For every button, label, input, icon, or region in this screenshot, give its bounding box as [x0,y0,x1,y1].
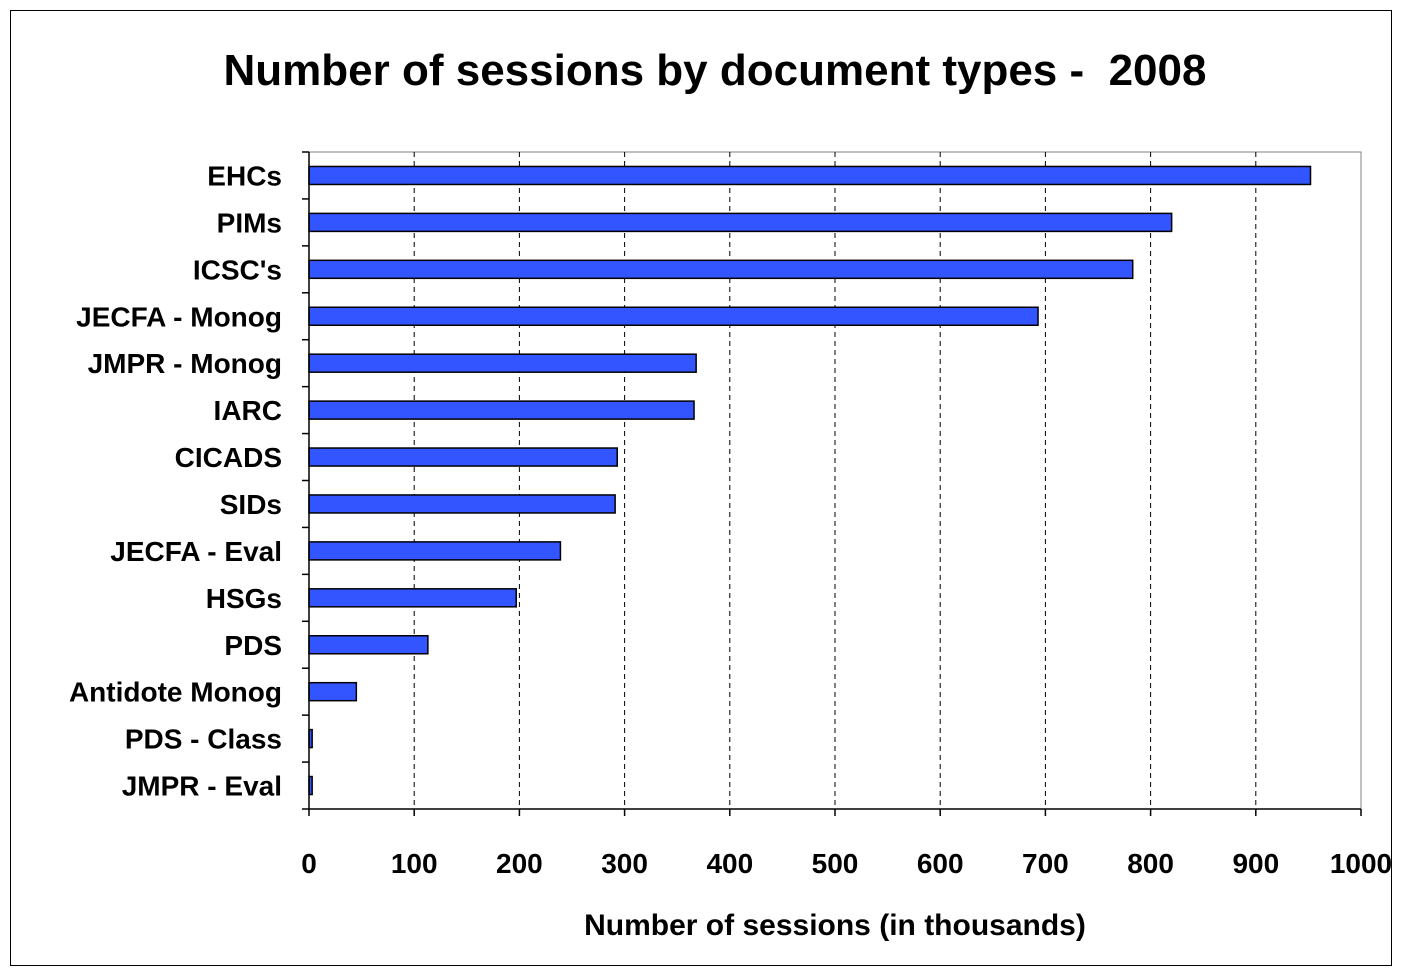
x-tick-label: 500 [812,848,859,879]
category-label: JECFA - Monog [76,301,282,332]
category-label: SIDs [220,489,282,520]
x-axis-title: Number of sessions (in thousands) [584,909,1086,942]
bar [308,588,517,608]
category-label: JECFA - Eval [110,536,282,567]
bar [308,353,697,373]
bar [308,447,618,467]
x-tick-label: 100 [391,848,438,879]
category-label: JMPR - Monog [88,348,282,379]
x-tick-labels: 0 100 200 300 400 500 600 700 800 900 1000 [301,848,1392,879]
x-tick-label: 700 [1022,848,1069,879]
x-tick-label: 900 [1232,848,1279,879]
category-label: HSGs [206,583,282,614]
bar [308,635,429,655]
bar [308,541,562,561]
x-tick-label: 400 [706,848,753,879]
bar [308,306,1039,326]
category-label: ICSC's [193,254,282,285]
category-label: PDS - Class [125,724,282,755]
category-label: EHCs [207,160,282,191]
category-label: PIMs [217,207,282,238]
category-labels: EHCs PIMs ICSC's JECFA - Monog JMPR - Monog I… [69,160,282,801]
category-label: CICADS [175,442,282,473]
x-tick-label: 300 [601,848,648,879]
bar [308,165,1312,186]
bars [308,165,1312,796]
bar [308,681,358,702]
bar [308,212,1173,233]
category-label: Antidote Monog [69,677,282,708]
chart-title: Number of sessions by document types - 2… [224,46,1207,95]
bar [308,494,616,514]
category-label: PDS [224,630,282,661]
x-tick-label: 600 [917,848,964,879]
bar [308,259,1134,280]
x-tick-label: 1000 [1330,848,1392,879]
category-label: JMPR - Eval [122,771,282,802]
x-ticks [308,809,1362,816]
x-tick-label: 200 [496,848,543,879]
x-tick-label: 0 [301,848,317,879]
x-tick-label: 800 [1127,848,1174,879]
bar [308,400,695,420]
category-label: IARC [214,395,282,426]
y-ticks [302,151,309,810]
